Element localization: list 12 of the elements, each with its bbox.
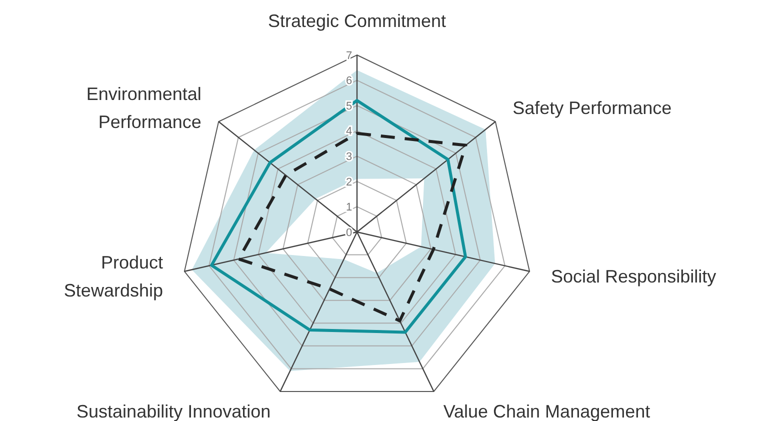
- y-tick-label: 6: [346, 75, 352, 88]
- spoke-label: Product Stewardship: [64, 252, 163, 300]
- y-tick-label: 2: [346, 176, 352, 188]
- spoke-label: Environmental Performance: [86, 84, 202, 132]
- spoke-label: Safety Performance: [512, 98, 672, 118]
- spoke-label: Value Chain Management: [443, 401, 650, 421]
- spoke-label: Sustainability Innovation: [76, 401, 271, 421]
- y-tick-label: 4: [346, 126, 352, 138]
- spoke-label: Strategic Commitment: [268, 11, 446, 31]
- spoke-label: Social Responsibility: [551, 266, 716, 286]
- y-tick-label: 1: [346, 202, 352, 214]
- y-tick-label: 3: [346, 150, 352, 163]
